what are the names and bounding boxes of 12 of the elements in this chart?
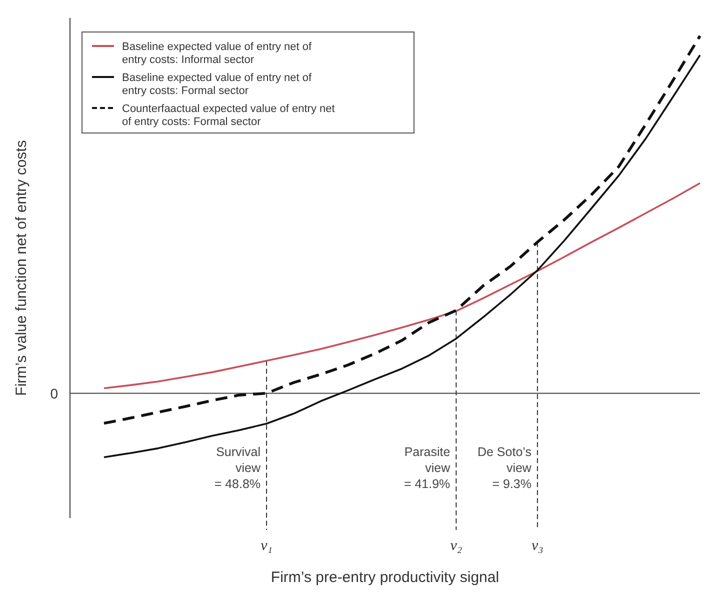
annotation: De Soto’s view = 9.3% bbox=[477, 445, 532, 491]
x-axis-title: Firm’s pre-entry productivity signal bbox=[270, 569, 500, 586]
legend-label: Baseline expected value of entry net of entry costs: Informal sector bbox=[122, 41, 313, 66]
legend-label: Counterfaactual expected value of entry net of entry costs: Formal sector bbox=[122, 103, 335, 128]
annotation: Parasite view = 41.9% bbox=[404, 445, 452, 491]
x-tick-label: ν₁ bbox=[260, 538, 272, 554]
legend-label: Baseline expected value of entry net of entry costs: Formal sector bbox=[122, 72, 313, 97]
ref-line-label: 0 bbox=[50, 385, 58, 402]
annotation: Survival view = 48.8% bbox=[214, 445, 262, 491]
y-axis-title: Firm’s value function net of entry costs bbox=[13, 140, 30, 396]
x-tick-label: ν₃ bbox=[532, 538, 544, 554]
x-tick-label: ν₂ bbox=[450, 538, 462, 554]
